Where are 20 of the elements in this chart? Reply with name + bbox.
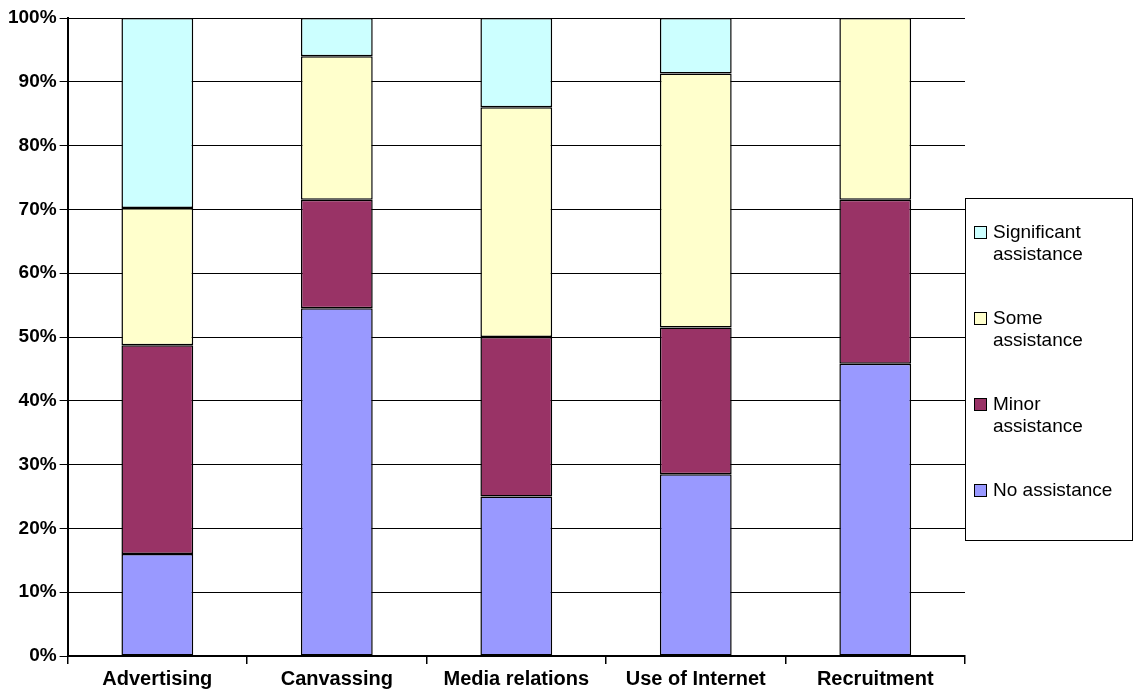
- y-tick-label: 20%: [18, 516, 57, 538]
- legend-label: Minor assistance: [993, 393, 1084, 437]
- y-tick-label: 40%: [18, 389, 57, 411]
- legend-label: Some assistance: [993, 307, 1084, 351]
- x-tick-label: Use of Internet: [625, 666, 767, 689]
- y-tick-label: 70%: [18, 197, 57, 219]
- legend-label: No assistance: [993, 479, 1113, 501]
- x-tick-label: Advertising: [102, 666, 213, 689]
- y-tick-label: 10%: [18, 580, 57, 602]
- y-tick-label: 50%: [18, 325, 57, 347]
- x-tick-label: Recruitment: [816, 666, 934, 689]
- y-tick-label: 0%: [29, 644, 57, 666]
- x-tick-label: Media relations: [443, 666, 590, 689]
- y-tick-label: 60%: [18, 261, 57, 283]
- legend-label: Significant assistance: [993, 221, 1084, 265]
- y-tick-label: 30%: [18, 452, 57, 474]
- y-tick-label: 80%: [18, 133, 57, 155]
- x-tick-label: Canvassing: [280, 666, 393, 689]
- y-tick-label: 100%: [7, 6, 57, 28]
- y-tick-label: 90%: [18, 70, 57, 92]
